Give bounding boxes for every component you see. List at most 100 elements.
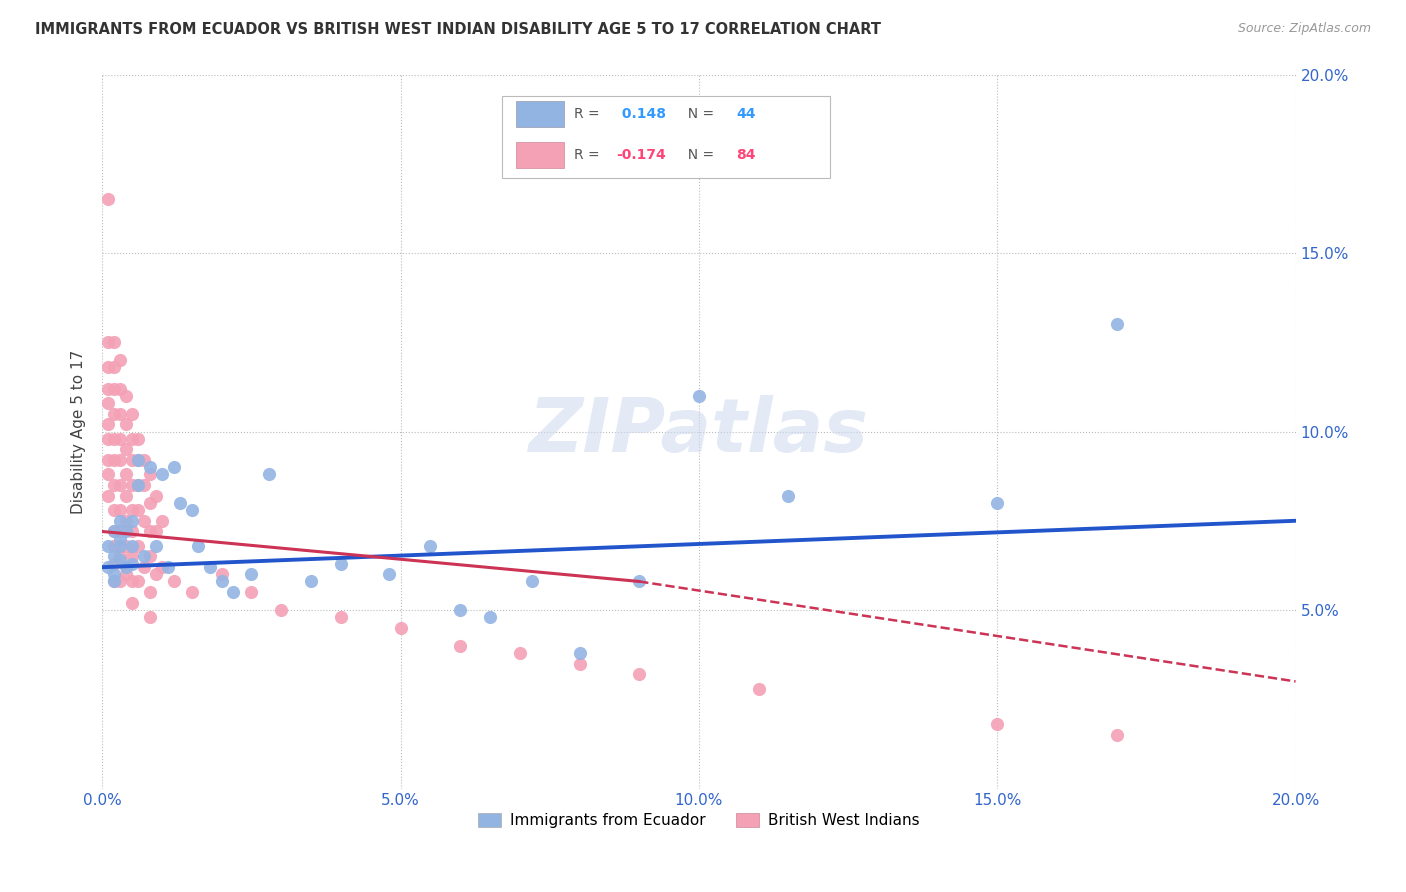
Point bbox=[108, 503, 131, 517]
Point bbox=[139, 585, 162, 599]
Point bbox=[127, 453, 149, 467]
Point bbox=[115, 442, 138, 457]
Point bbox=[986, 717, 1008, 731]
Point bbox=[103, 360, 125, 375]
Point bbox=[127, 539, 149, 553]
Point bbox=[329, 610, 352, 624]
Text: Source: ZipAtlas.com: Source: ZipAtlas.com bbox=[1237, 22, 1371, 36]
Point bbox=[127, 432, 149, 446]
Point bbox=[115, 560, 138, 574]
Point bbox=[121, 407, 143, 421]
Point bbox=[198, 560, 221, 574]
Point bbox=[115, 524, 138, 539]
FancyBboxPatch shape bbox=[502, 96, 830, 178]
Point bbox=[97, 382, 120, 396]
Point bbox=[145, 539, 167, 553]
Point bbox=[121, 503, 143, 517]
Text: N =: N = bbox=[679, 107, 718, 121]
Point bbox=[240, 585, 263, 599]
Point bbox=[150, 560, 173, 574]
Point bbox=[121, 432, 143, 446]
Point bbox=[568, 657, 591, 671]
Text: R =: R = bbox=[574, 107, 603, 121]
Point bbox=[108, 549, 131, 564]
Text: ZIPatlas: ZIPatlas bbox=[529, 395, 869, 468]
Text: 0.148: 0.148 bbox=[617, 107, 665, 121]
Point bbox=[97, 417, 120, 432]
Text: -0.174: -0.174 bbox=[617, 148, 666, 162]
Point bbox=[97, 489, 120, 503]
Point bbox=[108, 514, 131, 528]
Point bbox=[121, 557, 143, 571]
Point bbox=[145, 567, 167, 582]
Point bbox=[145, 489, 167, 503]
Point bbox=[150, 467, 173, 482]
Point bbox=[108, 574, 131, 589]
Point bbox=[986, 496, 1008, 510]
Point bbox=[377, 567, 399, 582]
Point bbox=[180, 503, 202, 517]
Point bbox=[121, 514, 143, 528]
Point bbox=[97, 467, 120, 482]
Point bbox=[132, 549, 155, 564]
Point bbox=[568, 646, 591, 660]
Text: 84: 84 bbox=[735, 148, 755, 162]
Point bbox=[108, 524, 131, 539]
Point bbox=[163, 574, 186, 589]
Point bbox=[127, 574, 149, 589]
Point bbox=[103, 557, 125, 571]
FancyBboxPatch shape bbox=[516, 143, 564, 168]
Point bbox=[187, 539, 209, 553]
Point bbox=[180, 585, 202, 599]
Point bbox=[115, 539, 138, 553]
Point bbox=[108, 353, 131, 368]
Point bbox=[139, 549, 162, 564]
Point bbox=[121, 574, 143, 589]
Point bbox=[108, 553, 131, 567]
Point bbox=[139, 496, 162, 510]
Point bbox=[97, 539, 120, 553]
Point bbox=[121, 539, 143, 553]
Point bbox=[163, 460, 186, 475]
Point bbox=[145, 524, 167, 539]
Point bbox=[211, 567, 233, 582]
Point bbox=[115, 489, 138, 503]
Point bbox=[211, 574, 233, 589]
Point bbox=[121, 549, 143, 564]
Point bbox=[103, 335, 125, 350]
Point bbox=[115, 514, 138, 528]
Point bbox=[103, 453, 125, 467]
Point bbox=[103, 524, 125, 539]
Point bbox=[449, 639, 471, 653]
Point bbox=[97, 453, 120, 467]
Point bbox=[240, 567, 263, 582]
Point bbox=[103, 539, 125, 553]
Point bbox=[103, 478, 125, 492]
Point bbox=[103, 549, 125, 564]
Point bbox=[103, 574, 125, 589]
Point bbox=[121, 596, 143, 610]
Legend: Immigrants from Ecuador, British West Indians: Immigrants from Ecuador, British West In… bbox=[472, 807, 927, 834]
Point bbox=[103, 574, 125, 589]
Point bbox=[127, 503, 149, 517]
Point bbox=[108, 532, 131, 546]
Point bbox=[688, 389, 710, 403]
Point bbox=[127, 453, 149, 467]
Text: IMMIGRANTS FROM ECUADOR VS BRITISH WEST INDIAN DISABILITY AGE 5 TO 17 CORRELATIO: IMMIGRANTS FROM ECUADOR VS BRITISH WEST … bbox=[35, 22, 882, 37]
Point bbox=[103, 524, 125, 539]
Point bbox=[127, 478, 149, 492]
Point bbox=[479, 610, 502, 624]
Point bbox=[509, 646, 531, 660]
Point bbox=[628, 667, 651, 681]
Point bbox=[1105, 318, 1128, 332]
Point bbox=[103, 407, 125, 421]
Point bbox=[115, 389, 138, 403]
Point bbox=[628, 574, 651, 589]
Point bbox=[132, 478, 155, 492]
Point bbox=[97, 396, 120, 410]
Point bbox=[139, 460, 162, 475]
Point bbox=[103, 432, 125, 446]
Point bbox=[389, 621, 412, 635]
Point bbox=[132, 560, 155, 574]
Point bbox=[108, 539, 131, 553]
